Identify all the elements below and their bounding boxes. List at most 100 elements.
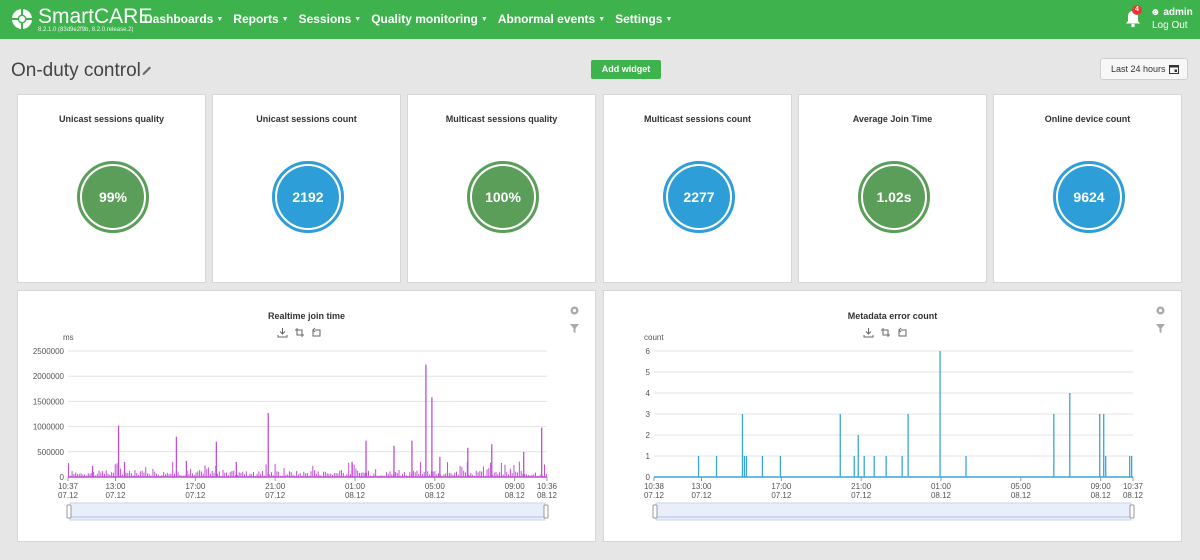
y-tick-label: 2 <box>646 431 651 440</box>
menu-reports[interactable]: Reports ▼ <box>233 12 289 26</box>
notification-badge: 4 <box>1132 5 1142 15</box>
kpi-value: 99% <box>82 166 144 228</box>
gear-icon[interactable] <box>569 305 580 316</box>
menu-abnormal-events[interactable]: Abnormal events ▼ <box>497 12 606 26</box>
bar <box>335 473 337 477</box>
bar <box>191 473 193 477</box>
bar <box>292 474 294 477</box>
bar <box>339 470 341 477</box>
bar <box>190 468 192 477</box>
logout-link[interactable]: Log Out <box>1152 20 1188 31</box>
y-tick-label: 1500000 <box>33 397 65 406</box>
bar <box>414 472 416 477</box>
bar <box>511 473 513 477</box>
bar <box>495 471 497 477</box>
download-icon[interactable] <box>863 327 874 338</box>
bar <box>355 468 357 477</box>
bar <box>306 472 308 477</box>
reset-zoom-icon[interactable] <box>897 327 908 338</box>
menu-dashboards[interactable]: Dashboards ▼ <box>144 12 224 26</box>
filter-icon[interactable] <box>569 323 580 334</box>
navigator-left-handle[interactable] <box>66 504 72 519</box>
filter-icon[interactable] <box>1155 323 1166 334</box>
time-range-picker[interactable]: Last 24 hours <box>1100 58 1188 80</box>
menu-settings[interactable]: Settings ▼ <box>615 12 673 26</box>
bar <box>227 475 229 477</box>
bar <box>423 472 425 477</box>
smartcare-logo-icon[interactable] <box>11 8 33 30</box>
bar <box>351 461 353 477</box>
navigator-left-handle[interactable] <box>652 504 658 519</box>
crop-icon[interactable] <box>880 327 891 338</box>
bar <box>380 475 382 477</box>
kpi-widget: Online device count 9624 <box>993 94 1182 283</box>
bar <box>193 474 195 477</box>
bar <box>130 473 132 477</box>
bar <box>245 471 247 477</box>
bar <box>497 474 499 477</box>
kpi-value: 9624 <box>1058 166 1120 228</box>
y-unit-label: count <box>644 333 664 342</box>
bar <box>312 465 314 477</box>
user-menu[interactable]: ☻ admin <box>1150 7 1193 18</box>
bar <box>73 473 75 477</box>
bar <box>91 472 93 477</box>
bar <box>283 468 285 477</box>
navigator-right-handle[interactable] <box>543 504 549 519</box>
x-tick-date: 08.12 <box>931 491 952 500</box>
bar <box>491 444 493 477</box>
bar <box>493 472 495 477</box>
download-icon[interactable] <box>277 327 288 338</box>
y-tick-label: 0 <box>60 473 65 482</box>
bar <box>152 468 154 477</box>
y-tick-label: 1000000 <box>33 423 65 432</box>
x-tick-date: 07.12 <box>58 491 79 500</box>
bar <box>147 473 149 477</box>
brand-name[interactable]: SmartCARE <box>38 5 153 28</box>
bar <box>272 475 274 477</box>
menu-quality-monitoring[interactable]: Quality monitoring ▼ <box>371 12 488 26</box>
reset-zoom-icon[interactable] <box>311 327 322 338</box>
bar <box>432 471 434 477</box>
bar <box>863 456 865 477</box>
bar <box>490 462 492 477</box>
add-widget-button[interactable]: Add widget <box>591 60 661 79</box>
bar <box>508 474 510 477</box>
bar <box>330 473 332 477</box>
bar <box>479 471 481 477</box>
bar <box>80 473 82 477</box>
page-title: On-duty control <box>11 60 141 81</box>
x-tick-time: 01:00 <box>931 482 952 491</box>
bar <box>242 471 244 477</box>
navigator-right-handle[interactable] <box>1129 504 1135 519</box>
gear-icon[interactable] <box>1155 305 1166 316</box>
bar <box>323 471 325 477</box>
crop-icon[interactable] <box>294 327 305 338</box>
bar <box>520 470 522 477</box>
bar <box>540 474 542 477</box>
bar <box>907 414 909 477</box>
bar <box>434 471 436 477</box>
bar <box>71 471 73 477</box>
bar <box>211 470 213 477</box>
bar <box>439 456 441 477</box>
menu-sessions[interactable]: Sessions ▼ <box>298 12 362 26</box>
bar <box>526 474 528 477</box>
bar <box>244 474 246 477</box>
bar <box>217 473 219 477</box>
bar <box>224 472 226 477</box>
bar <box>93 472 95 477</box>
bar <box>455 471 457 477</box>
bar <box>541 427 543 477</box>
y-tick-label: 3 <box>646 410 651 419</box>
bar <box>332 474 334 477</box>
kpi-widget: Average Join Time 1.02s <box>798 94 987 283</box>
kpi-title: Multicast sessions count <box>643 114 752 124</box>
bar <box>164 474 166 477</box>
y-tick-label: 4 <box>646 389 651 398</box>
pencil-icon[interactable] <box>141 64 153 76</box>
bar <box>741 414 744 477</box>
bar <box>78 473 80 477</box>
bar <box>236 474 238 477</box>
bar <box>367 470 369 477</box>
